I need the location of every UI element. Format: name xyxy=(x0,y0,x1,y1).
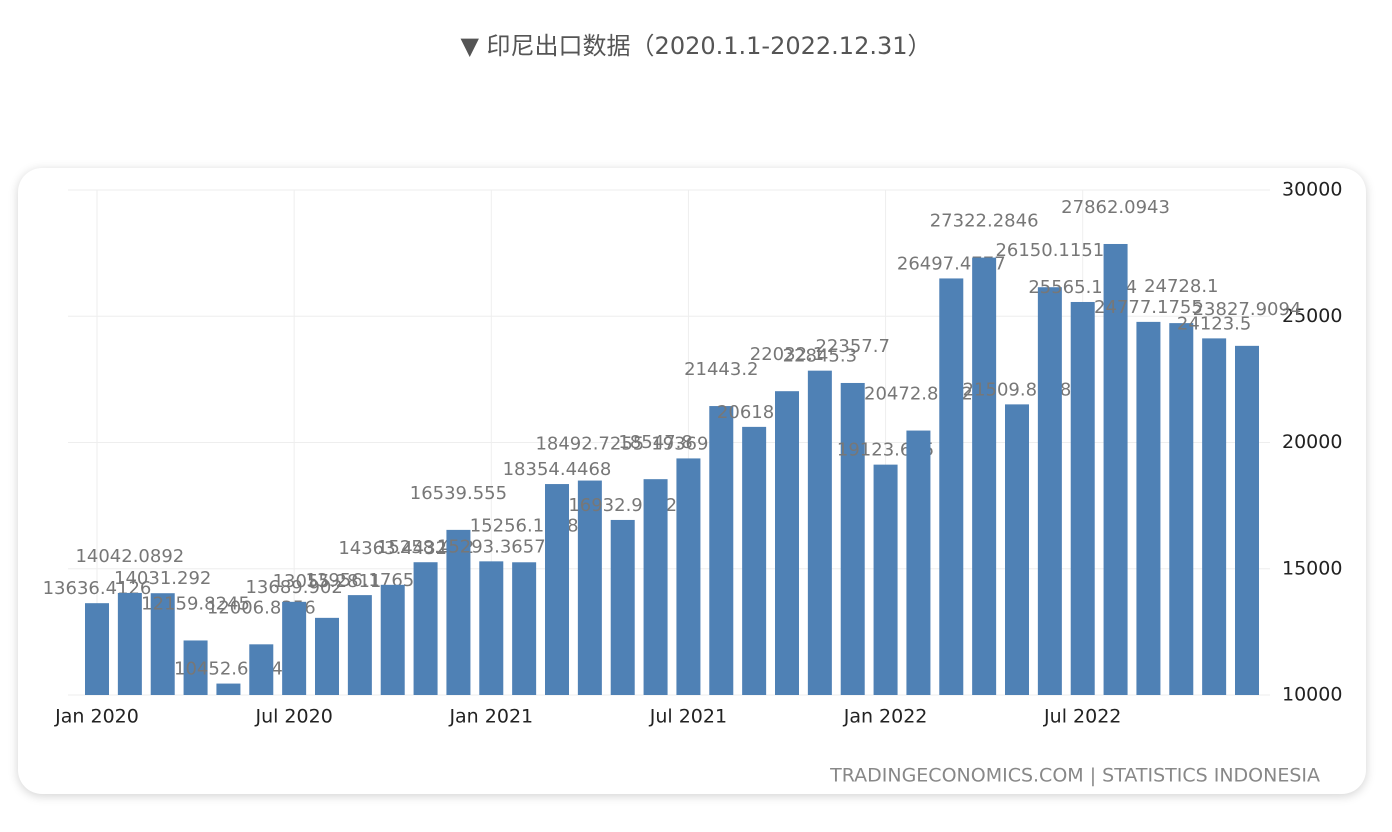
bar xyxy=(1005,404,1029,695)
bar xyxy=(939,278,964,695)
bar xyxy=(380,584,405,695)
value-label: 27862.0943 xyxy=(1061,197,1170,218)
bar xyxy=(676,458,701,695)
x-tick-label: Jul 2021 xyxy=(649,706,727,728)
bar xyxy=(643,479,668,695)
bar xyxy=(315,617,339,695)
value-label: 14031.292 xyxy=(114,568,211,589)
bar xyxy=(347,595,372,695)
y-tick-label: 25000 xyxy=(1282,305,1342,327)
x-tick-label: Jan 2021 xyxy=(448,706,533,728)
value-label: 14042.0892 xyxy=(75,546,184,567)
value-label: 13689.902 xyxy=(245,577,342,598)
value-label: 26150.1151 xyxy=(995,240,1104,261)
bar xyxy=(117,592,142,695)
value-label: 16539.555 xyxy=(410,483,507,504)
bar xyxy=(1136,321,1161,695)
value-label: 23827.9094 xyxy=(1193,299,1302,320)
bar xyxy=(183,640,208,695)
bar xyxy=(577,480,602,695)
bar xyxy=(150,593,175,695)
value-label: 27322.2846 xyxy=(930,211,1039,232)
value-label: 19369.6 xyxy=(651,433,725,454)
bar xyxy=(873,464,898,695)
value-label: 24777.1755 xyxy=(1094,297,1203,318)
value-label: 21443.2 xyxy=(684,359,758,380)
x-tick-label: Jan 2022 xyxy=(843,706,928,728)
value-label: 18547.8 xyxy=(618,432,692,453)
bar xyxy=(216,683,241,695)
bar xyxy=(1037,287,1062,695)
bar xyxy=(1202,338,1227,695)
bar xyxy=(807,370,832,695)
bar xyxy=(906,430,931,695)
y-tick-label: 10000 xyxy=(1282,684,1342,706)
value-label: 24123.5 xyxy=(1177,313,1251,334)
bar xyxy=(840,382,865,695)
bar xyxy=(479,561,504,695)
value-label: 14363.4432 xyxy=(338,538,447,559)
value-label: 22845.3 xyxy=(783,346,857,367)
value-label: 18492.7255 xyxy=(535,434,644,455)
bar xyxy=(972,257,997,695)
bar xyxy=(413,562,438,695)
value-label: 22357.7 xyxy=(815,336,889,357)
page-title: ▼ 印尼出口数据（2020.1.1-2022.12.31） xyxy=(460,32,932,60)
source: TRADINGECONOMICS.COM | STATISTICS INDONE… xyxy=(829,765,1320,787)
x-tick-label: Jan 2020 xyxy=(54,706,139,728)
y-tick-label: 30000 xyxy=(1282,179,1342,201)
bar xyxy=(545,484,569,695)
bar xyxy=(1169,323,1194,695)
bar xyxy=(512,562,537,695)
bar xyxy=(742,426,767,695)
x-tick-label: Jul 2020 xyxy=(254,706,332,728)
bar xyxy=(709,406,734,695)
value-label: 13055.2811 xyxy=(273,571,382,592)
bar xyxy=(446,529,471,695)
value-label: 12159.8245 xyxy=(141,593,250,614)
bar xyxy=(249,644,274,695)
bar xyxy=(775,391,799,695)
value-label: 22032.1 xyxy=(750,344,824,365)
bar xyxy=(85,603,109,695)
x-tick-label: Jul 2022 xyxy=(1043,706,1121,728)
bar xyxy=(1070,301,1095,695)
y-tick-label: 15000 xyxy=(1282,557,1342,579)
bar xyxy=(1235,345,1259,695)
bar xyxy=(610,519,635,695)
bar xyxy=(1103,243,1128,695)
value-label: 18354.4468 xyxy=(503,459,612,480)
value-label: 20618.8 xyxy=(717,402,791,423)
bar xyxy=(282,601,307,695)
value-label: 15293.3657 xyxy=(437,536,546,557)
y-tick-label: 20000 xyxy=(1282,431,1342,453)
value-label: 24728.1 xyxy=(1144,276,1218,297)
